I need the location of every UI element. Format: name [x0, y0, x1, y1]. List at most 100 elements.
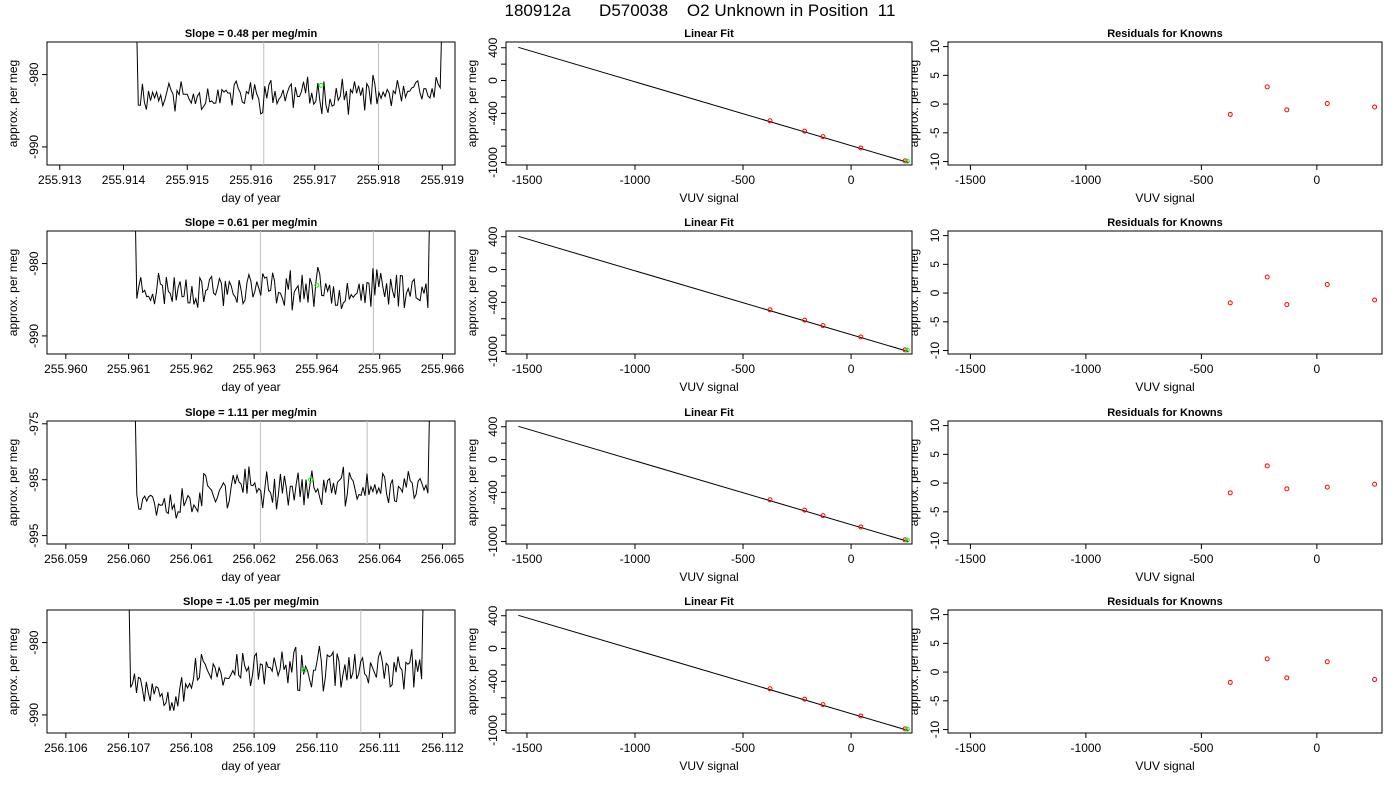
panel-title: Residuals for Knowns [1107, 217, 1223, 229]
y-tick-label: -1000 [486, 526, 500, 557]
x-tick-label: 0 [1314, 362, 1321, 376]
y-tick-label: -10 [928, 721, 942, 739]
series-line [136, 42, 442, 115]
y-tick-label: 0 [928, 668, 942, 675]
x-axis-label: VUV signal [1135, 759, 1194, 773]
panel-title: Linear Fit [684, 28, 734, 40]
x-tick-label: -500 [1189, 362, 1213, 376]
panel-linear-fit: Linear Fit -1500 -1000 -500 0 400 0 -400 -1000 VU… [465, 28, 913, 205]
x-tick-label: -1500 [955, 173, 986, 187]
panel-residuals: Residuals for Knowns -1500 -1000 -500 0 10 5 0 -… [907, 596, 1383, 773]
x-tick-label: 0 [1314, 173, 1321, 187]
y-tick-label: 400 [486, 37, 500, 57]
y-axis-label: approx. per meg [907, 628, 921, 715]
axes-box [505, 420, 913, 545]
x-axis-label: day of year [221, 759, 280, 773]
x-tick-label: -1500 [955, 552, 986, 566]
y-axis-label: approx. per meg [6, 628, 20, 715]
y-tick-label: -995 [27, 523, 41, 547]
x-tick-label: 255.918 [357, 173, 401, 187]
x-tick-label: 255.915 [166, 173, 210, 187]
x-axis-label: VUV signal [679, 380, 738, 394]
known-point [1264, 274, 1270, 280]
x-tick-label: -500 [731, 552, 755, 566]
plot-data [518, 425, 910, 543]
x-tick-label: -500 [731, 362, 755, 376]
y-axis-label: approx. per meg [6, 60, 20, 147]
unknown-point [904, 537, 910, 543]
y-tick-label: 0 [928, 100, 942, 107]
y-tick-label: -400 [486, 480, 500, 504]
known-point [767, 497, 773, 503]
known-point [802, 696, 808, 702]
known-point [1372, 481, 1378, 487]
figure-title: 180912a D570038 O2 Unknown in Position 1… [504, 1, 896, 20]
x-tick-label: 0 [848, 362, 855, 376]
x-tick-label: 255.919 [421, 173, 465, 187]
known-point [820, 323, 826, 329]
fit-line [518, 235, 909, 353]
known-point [902, 347, 908, 353]
known-point [767, 118, 773, 124]
panel-linear-fit: Linear Fit -1500 -1000 -500 0 400 0 -400 -1000 VU… [465, 596, 913, 773]
known-point [1372, 297, 1378, 303]
x-tick-label: 256.063 [295, 552, 339, 566]
x-tick-label: 255.960 [44, 362, 88, 376]
y-tick-label: 10 [928, 608, 942, 622]
x-tick-label: -1000 [620, 741, 651, 755]
plot-data [1227, 463, 1378, 496]
fit-line [518, 614, 909, 732]
axes-box [505, 609, 913, 734]
y-tick-label: -5 [928, 127, 942, 138]
x-tick-label: -1500 [512, 741, 543, 755]
panel-title: Slope = 0.48 per meg/min [185, 28, 318, 40]
x-tick-label: 256.062 [232, 552, 276, 566]
y-tick-label: 0 [486, 266, 500, 273]
known-point [1284, 302, 1290, 308]
known-point [902, 158, 908, 164]
known-point [1227, 300, 1233, 306]
x-axis-label: VUV signal [679, 191, 738, 205]
x-axis-label: VUV signal [1135, 570, 1194, 584]
known-point [1264, 463, 1270, 469]
x-tick-label: -1500 [512, 552, 543, 566]
series-line [128, 610, 424, 711]
x-tick-label: 256.064 [358, 552, 402, 566]
x-tick-label: -1000 [620, 362, 651, 376]
x-tick-label: 255.961 [107, 362, 151, 376]
y-tick-label: 400 [486, 605, 500, 625]
panel-residuals: Residuals for Knowns -1500 -1000 -500 0 10 5 0 -… [907, 28, 1383, 205]
known-point [820, 513, 826, 519]
x-tick-label: 0 [1314, 552, 1321, 566]
known-point [820, 134, 826, 140]
plot-data [1227, 656, 1378, 685]
y-tick-label: 400 [486, 226, 500, 246]
axes-box [46, 609, 456, 734]
x-tick-label: 256.059 [44, 552, 88, 566]
unknown-marker [318, 82, 324, 88]
x-tick-label: -1500 [955, 362, 986, 376]
known-point [1324, 484, 1330, 490]
known-point [1284, 107, 1290, 113]
y-axis-label: approx. per meg [907, 60, 921, 147]
y-tick-label: 10 [928, 419, 942, 433]
plot-data [518, 235, 910, 353]
axes-box [947, 420, 1383, 545]
unknown-marker [314, 282, 320, 288]
x-tick-label: -500 [1189, 741, 1213, 755]
x-tick-label: 255.917 [293, 173, 337, 187]
known-point [858, 334, 864, 340]
y-tick-label: -10 [928, 153, 942, 171]
known-point [802, 128, 808, 134]
panel-title: Slope = 0.61 per meg/min [185, 217, 318, 229]
x-tick-label: -1000 [1071, 552, 1102, 566]
y-tick-label: -10 [928, 532, 942, 550]
y-tick-label: -400 [486, 290, 500, 314]
unknown-point [904, 158, 910, 164]
plot-data [135, 231, 430, 354]
y-tick-label: -975 [27, 411, 41, 435]
unknown-point [904, 347, 910, 353]
y-axis-label: approx. per meg [465, 249, 479, 336]
x-tick-label: 255.964 [295, 362, 339, 376]
y-axis-label: approx. per meg [465, 60, 479, 147]
